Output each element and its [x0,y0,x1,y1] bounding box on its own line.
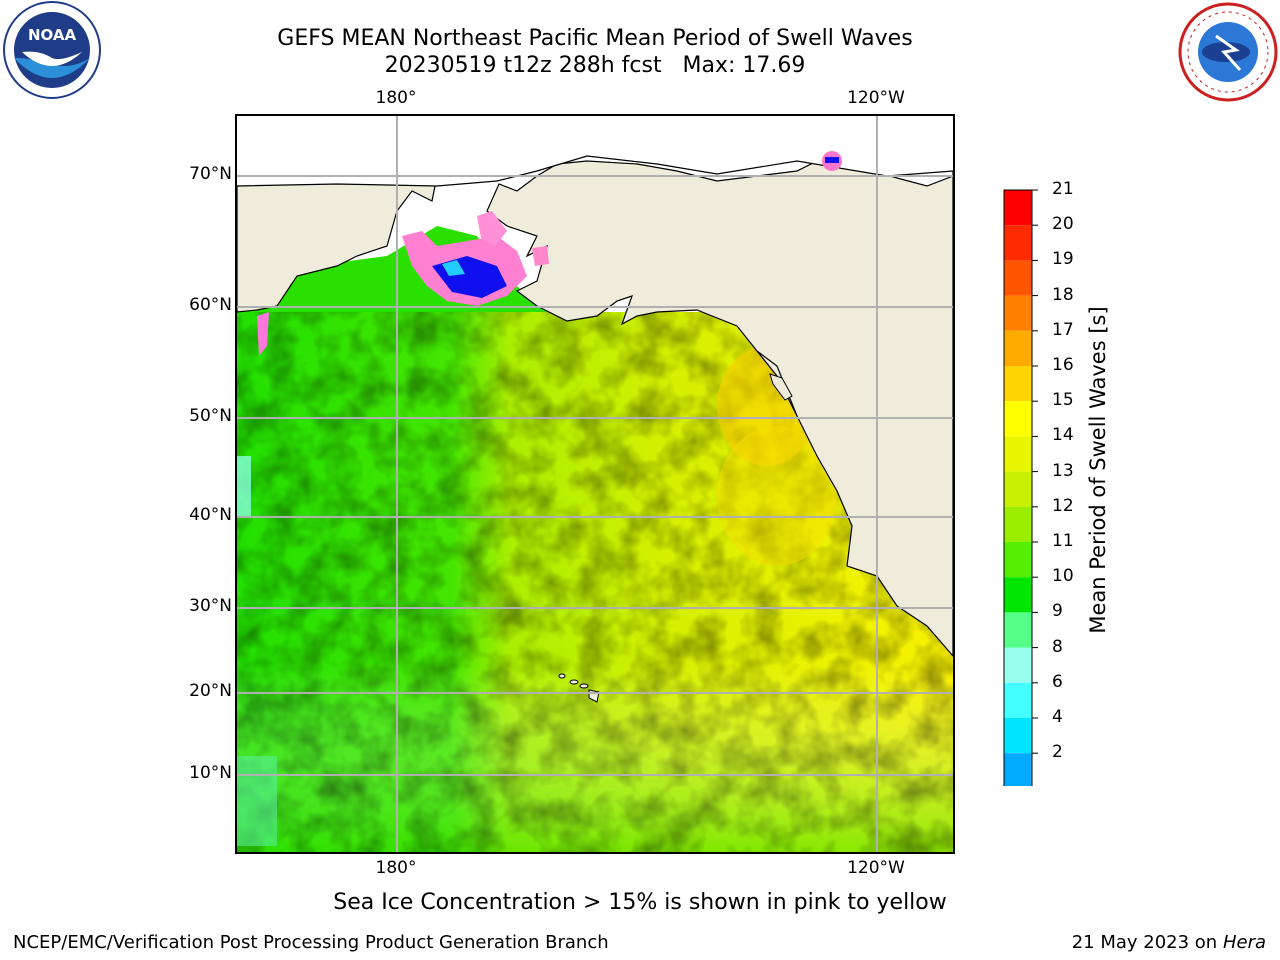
colorbar-segment [1004,718,1032,754]
colorbar-segment [1004,260,1032,296]
colorbar-border [1003,189,1033,786]
lon-label-bottom-180: 180° [375,858,417,878]
colorbar-segment [1004,542,1032,578]
colorbar-segment [1004,225,1032,261]
colorbar-tick-label: 18 [1052,284,1074,305]
graticule [237,116,953,852]
swell-period-field [237,116,953,852]
colorbar-segment [1004,436,1032,472]
sea-ice-note: Sea Ice Concentration > 15% is shown in … [333,890,947,915]
map-panel [235,114,955,854]
colorbar-segment [1004,506,1032,542]
colorbar-segment [1004,612,1032,648]
colorbar-tick-label: 14 [1052,425,1074,446]
colorbar-segment [1004,330,1032,366]
colorbar-tick-label: 12 [1052,495,1074,516]
colorbar-tick-label: 11 [1052,531,1074,551]
lat-label-60n: 60°N [189,295,232,315]
low-period-patch-2 [237,756,277,846]
colorbar: 21 20 19 18 17 16 15 14 13 12 11 10 9 8 6 4 2 [1000,179,1120,786]
lat-label-30n: 30°N [189,596,232,616]
footer-credit: NCEP/EMC/Verification Post Processing Pr… [13,932,609,953]
colorbar-segment [1004,577,1032,613]
lat-label-20n: 20°N [189,681,232,701]
colorbar-segment [1004,366,1032,402]
colorbar-segment [1004,401,1032,437]
colorbar-tick-label: 15 [1052,390,1074,411]
chart-subtitle: 20230519 t12z 288h fcst Max: 17.69 [384,53,806,78]
north-america-land [237,116,953,657]
lon-label-bottom-120w: 120°W [847,858,905,878]
colorbar-segment [1004,682,1032,718]
colorbar-tick-label: 2 [1052,742,1063,763]
lat-label-70n: 70°N [189,164,232,184]
high-period-patch-2 [717,426,837,566]
lat-label-50n: 50°N [189,406,232,426]
colorbar-label: Mean Period of Swell Waves [s] [1086,306,1110,634]
chart-title: GEFS MEAN Northeast Pacific Mean Period … [277,26,913,51]
nws-logo [1178,2,1278,102]
colorbar-tick-label: 6 [1052,671,1063,692]
noaa-logo: NOAA [3,1,101,99]
colorbar-tick-label: 17 [1052,319,1074,340]
sea-ice-overlay [257,151,842,356]
colorbar-segment [1004,295,1032,331]
footer-date-text: 21 May 2023 on [1071,932,1218,953]
colorbar-tick-label: 19 [1052,249,1074,270]
alaska-coastline [756,350,798,417]
footer-date: 21 May 2023 on Hera [1072,932,1266,953]
colorbar-segment [1004,753,1032,786]
svg-text:NOAA: NOAA [28,26,77,44]
lon-label-top-120w: 120°W [847,88,905,108]
colorbar-tick-label: 20 [1052,214,1074,235]
colorbar-segment [1004,647,1032,683]
lat-label-10n: 10°N [189,763,232,783]
colorbar-segment [1004,471,1032,507]
footer-machine: Hera [1222,932,1266,953]
arctic-blank [237,116,953,186]
low-period-patch [237,456,251,516]
colorbar-segment [1004,190,1032,226]
colorbar-tick-label: 10 [1052,566,1074,587]
colorbar-tick-label: 13 [1052,460,1074,481]
vancouver-island [769,373,793,401]
colorbar-tick-label: 9 [1052,601,1063,622]
colorbar-bar [1003,189,1038,786]
lat-label-40n: 40°N [189,505,232,525]
colorbar-tick-label: 16 [1052,355,1074,375]
colorbar-tick-label: 8 [1052,636,1063,657]
lon-label-top-180: 180° [375,88,417,108]
colorbar-tick-label: 4 [1052,707,1063,727]
colorbar-tick-label: 21 [1052,179,1074,199]
